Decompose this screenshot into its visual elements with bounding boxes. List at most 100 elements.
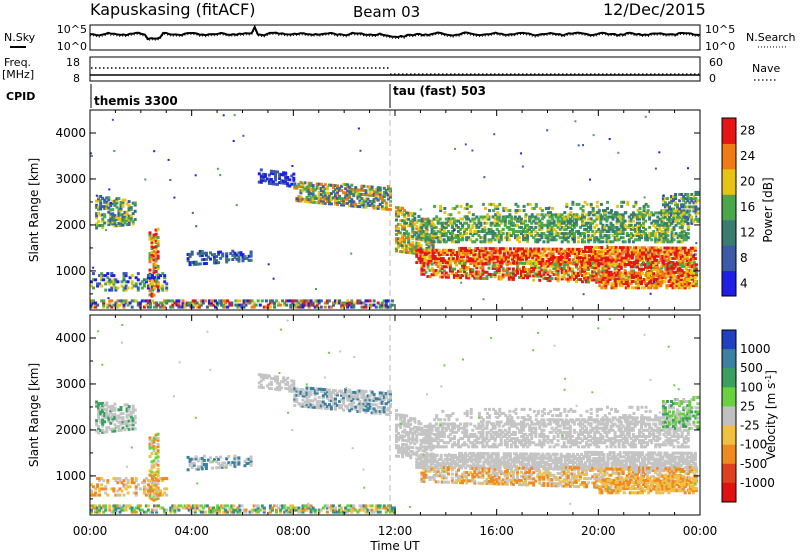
beam-title: Beam 03: [353, 3, 420, 21]
power-cell: [484, 226, 487, 229]
power-cell: [467, 224, 470, 227]
power-cell: [371, 186, 374, 189]
power-cell: [582, 144, 584, 146]
power-cell: [112, 119, 114, 121]
power-cell: [465, 232, 468, 235]
power-cell: [173, 197, 175, 199]
power-cell: [242, 135, 244, 137]
power-cell: [288, 178, 291, 181]
power-cell: [524, 220, 527, 223]
power-cell: [659, 247, 662, 250]
power-cell: [100, 285, 103, 288]
power-cell: [686, 218, 689, 221]
power-cell: [110, 202, 112, 204]
power-cell: [510, 217, 513, 220]
power-cell: [455, 264, 458, 267]
power-colorbar-swatch: [722, 194, 736, 220]
power-cell: [273, 278, 275, 280]
power-cell: [639, 207, 642, 210]
velocity-cell: [139, 504, 142, 507]
power-cell: [624, 211, 627, 214]
power-cell: [389, 187, 392, 190]
power-cell: [537, 213, 540, 216]
power-cell: [165, 287, 168, 290]
power-cell: [648, 226, 651, 229]
power-cell: [643, 262, 645, 264]
power-cell: [425, 271, 428, 274]
velocity-cell: [204, 511, 207, 514]
velocity-cell: [238, 509, 241, 512]
power-cell: [304, 181, 307, 184]
power-cell: [320, 299, 323, 302]
power-cell: [470, 205, 473, 208]
power-cell: [443, 211, 446, 214]
power-cell: [315, 288, 317, 290]
power-cell: [469, 262, 472, 265]
power-cell: [609, 138, 611, 140]
power-cell: [526, 262, 529, 265]
power-cell: [626, 201, 629, 204]
power-cell: [385, 202, 388, 205]
power-cell: [401, 245, 403, 247]
power-cell: [578, 144, 580, 146]
power-cell: [555, 238, 558, 241]
power-cell: [601, 240, 604, 243]
power-cell: [622, 236, 625, 239]
power-cell: [578, 203, 581, 206]
power-cell: [532, 279, 535, 282]
power-cell: [670, 270, 673, 273]
power-cell: [358, 202, 360, 204]
power-cell: [105, 229, 107, 231]
power-cell: [435, 226, 438, 229]
power-cell: [209, 258, 212, 261]
power-cell: [618, 215, 621, 218]
power-cell: [508, 213, 511, 216]
power-cell: [542, 262, 545, 265]
power-cell: [395, 219, 398, 222]
velocity-cell: [122, 416, 125, 419]
power-cell: [488, 267, 491, 270]
velocity-cell: [147, 504, 150, 507]
power-cell: [265, 299, 268, 302]
power-cell: [108, 188, 110, 190]
velocity-cell: [108, 504, 111, 507]
y-tick-label: 3000: [55, 172, 86, 186]
power-cell: [135, 282, 138, 285]
power-cell: [139, 303, 141, 305]
power-cell: [664, 222, 667, 225]
power-cell: [694, 257, 697, 260]
power-cell: [692, 272, 695, 275]
power-cell: [644, 220, 647, 223]
power-cell: [488, 263, 491, 266]
power-cell: [606, 217, 609, 220]
power-cell: [413, 212, 416, 215]
power-cell: [590, 217, 593, 220]
power-cell: [449, 213, 452, 216]
power-cell: [688, 210, 691, 213]
power-cell: [686, 222, 689, 225]
power-cell: [592, 207, 595, 210]
velocity-cell: [135, 511, 138, 514]
power-cell: [541, 217, 544, 220]
power-cell: [292, 173, 295, 176]
velocity-cell: [132, 405, 135, 408]
power-cell: [493, 133, 495, 135]
power-cell: [326, 198, 328, 200]
power-cell: [205, 252, 208, 255]
power-cell: [694, 280, 697, 283]
velocity-cell: [151, 452, 154, 455]
power-cell: [157, 265, 160, 268]
power-cell: [111, 208, 114, 211]
power-colorbar-swatch: [722, 143, 736, 169]
power-cell: [324, 306, 327, 309]
power-cell: [693, 254, 695, 256]
power-cell: [586, 203, 589, 206]
power-cell: [391, 304, 394, 307]
power-cell: [155, 270, 158, 273]
power-cell: [593, 134, 595, 136]
power-cell: [486, 222, 489, 225]
power-cell: [233, 140, 235, 142]
power-cell: [103, 213, 106, 216]
power-cell: [255, 304, 258, 307]
power-cell: [236, 204, 238, 206]
